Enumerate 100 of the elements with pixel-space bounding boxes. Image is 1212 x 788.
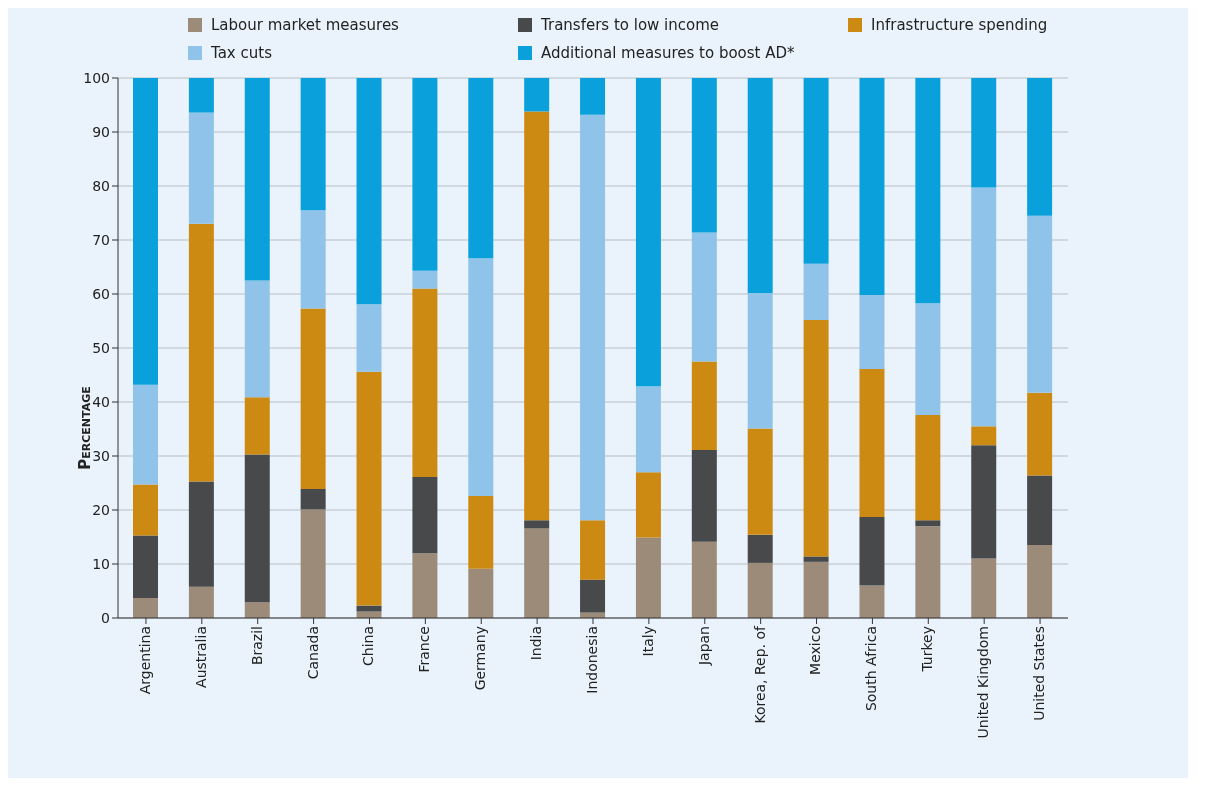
bar [356, 371, 382, 606]
bar [524, 528, 550, 618]
y-tick-label: 0 [101, 609, 110, 626]
y-tick-label: 90 [92, 123, 110, 140]
bar [803, 556, 829, 562]
legend-label: Labour market measures [211, 16, 399, 34]
bar [133, 78, 158, 385]
x-tick-label: Australia [192, 626, 209, 688]
bar [747, 292, 773, 429]
bar [133, 484, 158, 536]
x-tick-label: United Kingdom [975, 626, 992, 739]
bar [971, 445, 997, 559]
bar [915, 526, 941, 618]
bar [356, 304, 382, 372]
y-tick-label: 100 [83, 69, 110, 86]
x-tick-label: Brazil [248, 626, 265, 666]
y-tick-label: 70 [92, 231, 110, 248]
bar [244, 280, 270, 398]
bar [300, 308, 326, 489]
bar [188, 78, 214, 113]
bar [244, 78, 270, 281]
bar [971, 78, 997, 188]
bar [859, 585, 885, 618]
bar [244, 602, 270, 618]
legend-label: Tax cuts [211, 44, 272, 62]
bar [468, 258, 494, 496]
bar [524, 78, 550, 112]
legend-label: Infrastructure spending [871, 16, 1048, 34]
bar [468, 568, 494, 618]
bar [803, 78, 829, 264]
bar [188, 586, 214, 618]
x-tick-label: Canada [304, 626, 321, 680]
x-tick-label: India [528, 626, 545, 661]
y-tick-label: 30 [92, 447, 110, 464]
bar [468, 78, 494, 259]
bar [635, 78, 661, 387]
bar [356, 78, 382, 305]
bar [412, 78, 438, 271]
x-tick-label: Mexico [807, 626, 824, 675]
x-tick-label: Germany [472, 626, 489, 691]
bar [412, 553, 438, 618]
bar [803, 263, 829, 320]
y-tick-label: 10 [92, 555, 110, 572]
bar [524, 111, 550, 521]
x-tick-label: China [360, 626, 377, 666]
bar [1027, 215, 1053, 393]
bar [859, 78, 885, 296]
bar [412, 477, 438, 554]
bar [859, 369, 885, 518]
bar [188, 223, 214, 482]
x-tick-label: Italy [639, 626, 656, 657]
bar [691, 541, 717, 618]
x-tick-label: South Africa [863, 626, 880, 712]
bar [859, 295, 885, 370]
bar [1027, 475, 1053, 546]
bar [580, 579, 606, 613]
bar [803, 319, 829, 557]
x-tick-label: Argentina [136, 626, 153, 695]
bar [691, 361, 717, 451]
bar [133, 598, 158, 618]
y-tick-label: 50 [92, 339, 110, 356]
bar [635, 386, 661, 473]
bar [300, 509, 326, 618]
bar [244, 454, 270, 603]
bar [635, 537, 661, 618]
bar [412, 288, 438, 478]
bar [747, 78, 773, 293]
bar [188, 112, 214, 224]
bar [300, 78, 326, 211]
bar [859, 517, 885, 586]
bar [747, 428, 773, 535]
bar [915, 303, 941, 415]
bar [915, 414, 941, 521]
bar [468, 495, 494, 569]
y-tick-label: 20 [92, 501, 110, 518]
bar [1027, 392, 1053, 476]
y-tick-label: 80 [92, 177, 110, 194]
bar [133, 384, 158, 485]
x-tick-label: Japan [695, 626, 712, 667]
legend-label: Additional measures to boost AD* [541, 44, 795, 62]
y-tick-label: 40 [92, 393, 110, 410]
bar [1027, 78, 1053, 216]
bar [524, 520, 550, 529]
bar [747, 534, 773, 563]
bar [747, 562, 773, 618]
bar [412, 270, 438, 289]
bar [244, 397, 270, 455]
bar [971, 187, 997, 427]
x-tick-label: Indonesia [583, 626, 600, 694]
x-tick-label: France [416, 626, 433, 673]
bar [691, 232, 717, 362]
bar [915, 78, 941, 304]
bar [133, 535, 158, 599]
x-tick-label: United States [1031, 626, 1047, 721]
y-axis-title: Percentage [76, 386, 94, 470]
x-tick-label: Korea, Rep. of [751, 624, 768, 724]
bar [915, 520, 941, 527]
bar [691, 450, 717, 542]
legend-label: Transfers to low income [541, 16, 720, 34]
y-tick-label: 60 [92, 285, 110, 302]
